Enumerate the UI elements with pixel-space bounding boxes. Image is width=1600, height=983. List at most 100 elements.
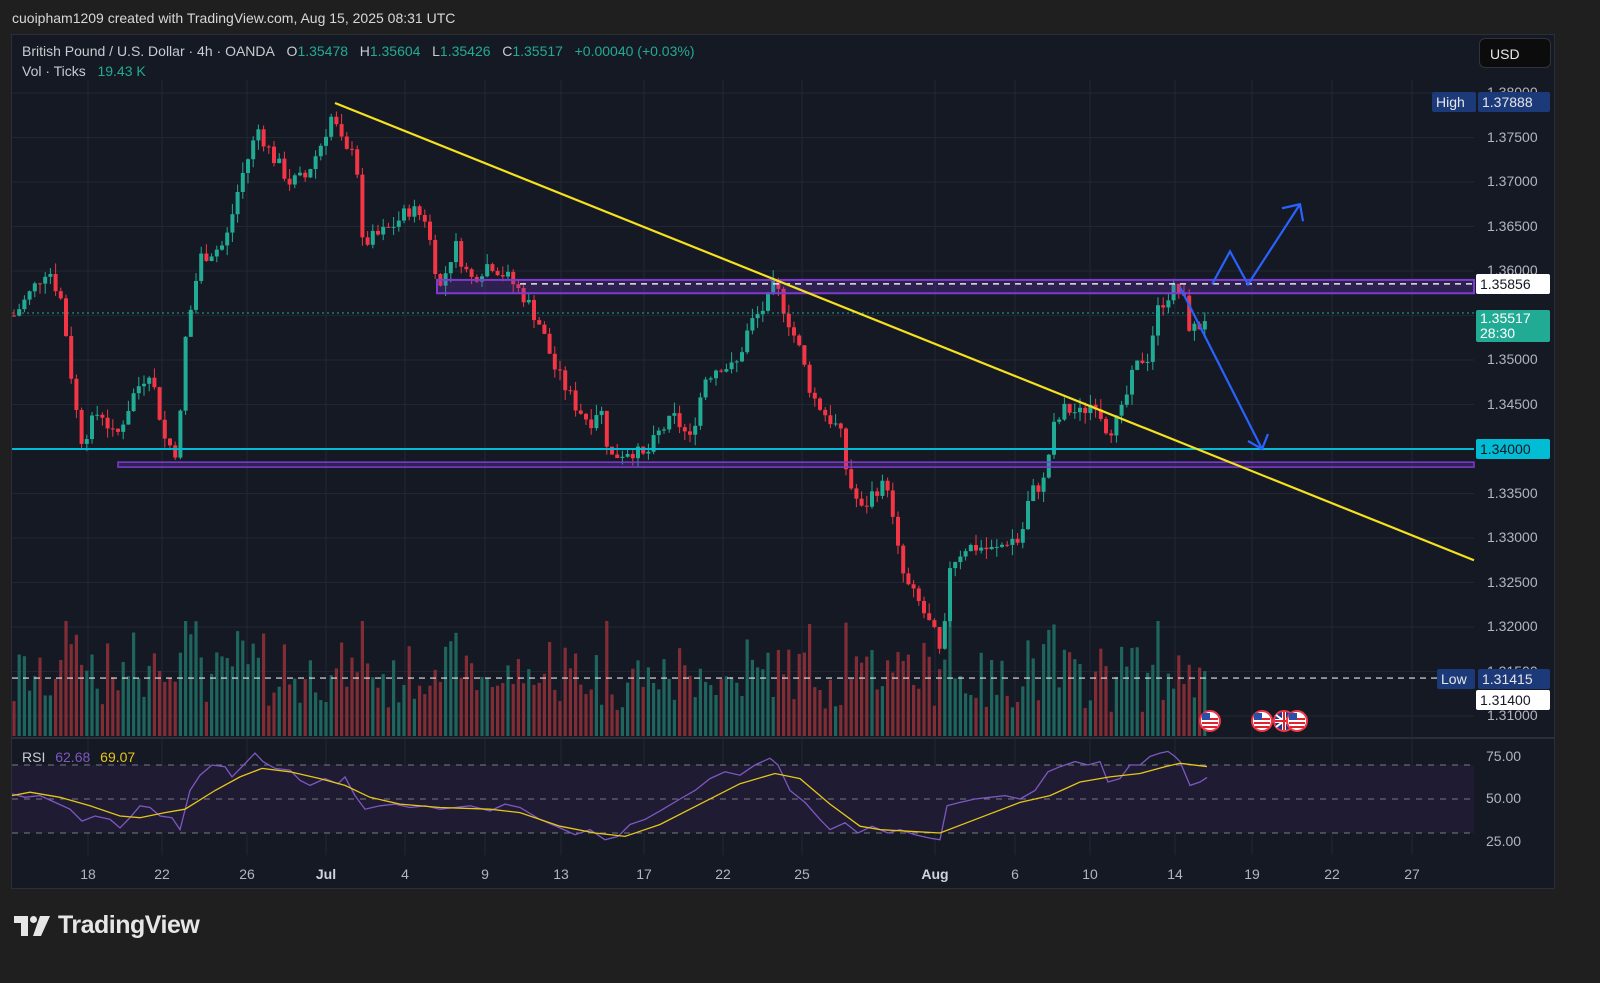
candle-body (469, 269, 474, 277)
volume-label[interactable]: Vol · Ticks (22, 63, 86, 79)
candle-body (568, 390, 573, 392)
candle-body (121, 424, 126, 432)
candle-body (1093, 404, 1098, 410)
volume-bar (277, 686, 281, 736)
time-axis-label: Jul (315, 866, 337, 882)
candle-body (74, 378, 79, 410)
volume-bar (48, 695, 52, 736)
candle-body (391, 226, 396, 228)
volume-bar (132, 632, 136, 736)
candle-body (833, 423, 838, 425)
volume-bar (511, 683, 515, 736)
time-axis-label: 22 (715, 866, 731, 882)
candle-body (636, 446, 640, 459)
us-flag-event-icon[interactable] (1199, 710, 1221, 732)
volume-bar (1005, 695, 1009, 736)
time-axis-label: 26 (239, 866, 255, 882)
volume-bar (282, 644, 286, 736)
volume-bar (886, 660, 890, 736)
bar-countdown: 28:30 (1480, 325, 1516, 341)
time-axis-label: 22 (1324, 866, 1340, 882)
volume-bar (438, 681, 442, 736)
candle-body (547, 333, 552, 354)
volume-bar (1010, 707, 1014, 736)
tradingview-logo[interactable]: TradingView (14, 911, 200, 940)
candle-body (656, 430, 661, 436)
volume-bar (704, 681, 708, 736)
volume-bar (178, 652, 182, 736)
candle-body (1083, 407, 1088, 414)
candle-body (901, 545, 906, 574)
candle-body (136, 386, 141, 394)
candle-body (766, 292, 770, 311)
volume-bar (428, 685, 432, 736)
volume-bar (984, 706, 988, 736)
candle-body (563, 370, 568, 391)
candle-body (818, 398, 822, 410)
candle-body (490, 264, 495, 271)
open-value: 1.35478 (297, 43, 349, 59)
candle-body (740, 352, 744, 362)
volume-bar (1166, 673, 1170, 736)
candle-body (989, 546, 994, 550)
volume-bar (22, 656, 26, 736)
volume-bar (69, 644, 73, 736)
rsi-value: 62.68 (55, 749, 91, 765)
volume-bar (444, 646, 448, 736)
candle-body (126, 411, 131, 425)
candle-body (100, 414, 105, 418)
us-flag-event-icon[interactable] (1251, 710, 1273, 732)
volume-bar (542, 673, 546, 736)
candle-body (32, 283, 37, 292)
symbol-name[interactable]: British Pound / U.S. Dollar · 4h · OANDA (22, 43, 275, 59)
candle-body (298, 172, 302, 176)
candle-body (64, 298, 68, 337)
candle-body (823, 409, 828, 416)
candle-body (812, 392, 817, 399)
candle-body (131, 393, 136, 412)
volume-bar (766, 652, 770, 736)
volume-bar (584, 694, 588, 736)
candle-body (870, 491, 874, 507)
us-flag-event-icon[interactable] (1286, 710, 1308, 732)
candle-body (786, 313, 791, 328)
candle-body (922, 601, 926, 614)
volume-bar (1094, 671, 1098, 736)
candle-body (1202, 321, 1207, 330)
volume-bar (548, 641, 552, 736)
candle-body (376, 230, 380, 235)
candle-body (157, 387, 162, 420)
volume-bar (490, 687, 494, 736)
candle-body (1010, 538, 1015, 545)
time-axis-label: Aug (921, 866, 949, 882)
volume-bar (615, 709, 619, 736)
volume-bar (558, 701, 562, 736)
candle-body (386, 226, 391, 228)
candle-body (698, 397, 703, 426)
volume-bar (142, 696, 146, 736)
volume-bar (844, 622, 848, 736)
volume-bar (979, 652, 983, 736)
candle-body (984, 547, 989, 550)
candle-body (251, 140, 256, 160)
volume-bar (407, 646, 411, 736)
candle-body (1036, 485, 1041, 492)
candle-body (69, 336, 74, 379)
volume-bar (137, 678, 141, 736)
candle-body (1114, 415, 1119, 436)
candle-body (329, 116, 334, 137)
volume-bar (953, 678, 957, 736)
candle-body (828, 415, 833, 425)
volume-bar (735, 682, 739, 736)
candle-body (1109, 433, 1114, 436)
candle-body (890, 490, 895, 517)
rsi-label[interactable]: RSI (22, 749, 46, 765)
candle-body (1046, 454, 1051, 478)
volume-bar (152, 653, 156, 736)
candle-body (974, 544, 978, 551)
candle-body (953, 562, 958, 569)
currency-button[interactable]: USD (1479, 38, 1551, 68)
candle-body (48, 273, 53, 277)
candle-body (246, 159, 250, 173)
